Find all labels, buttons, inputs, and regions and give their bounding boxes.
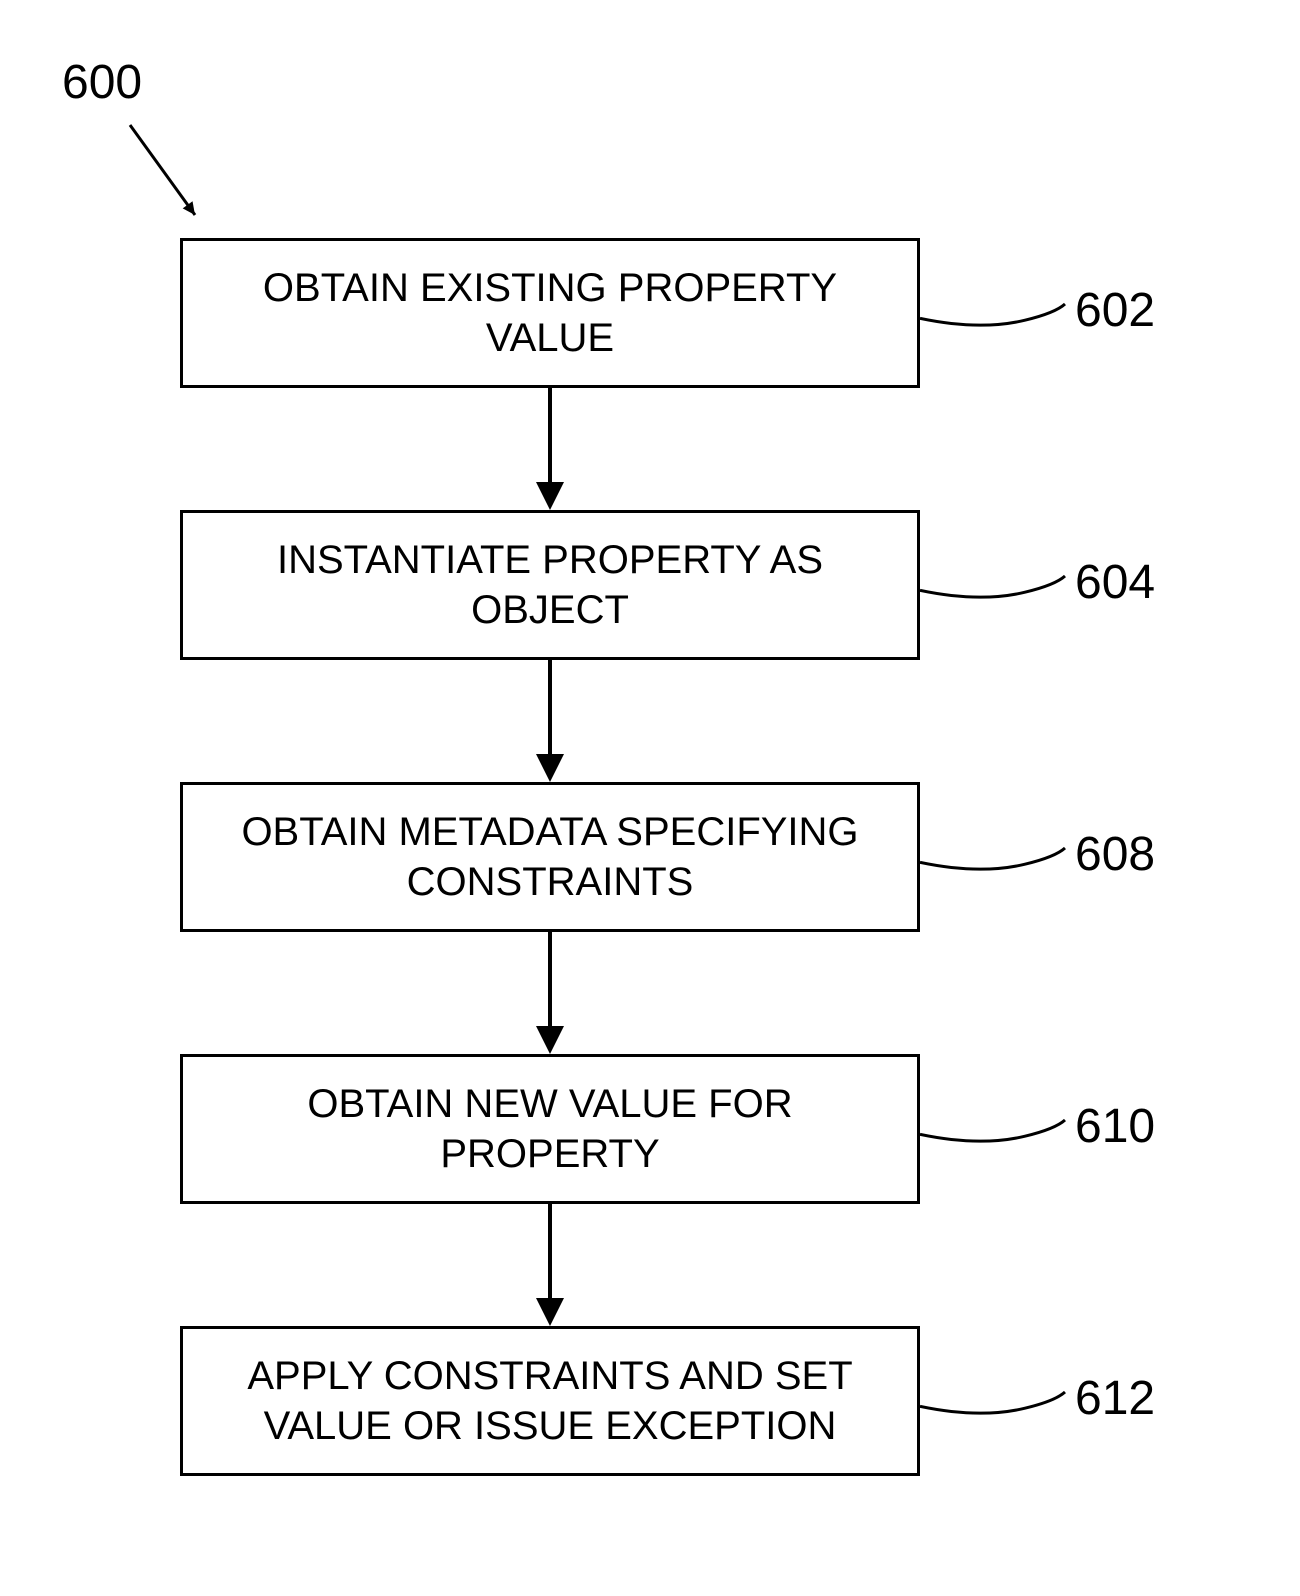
flow-arrow-1: [531, 660, 569, 782]
flow-step-608: OBTAIN METADATA SPECIFYING CONSTRAINTS: [180, 782, 920, 932]
flow-arrow-3: [531, 1204, 569, 1326]
flow-step-604: INSTANTIATE PROPERTY AS OBJECT: [180, 510, 920, 660]
figure-pointer-arrow: [110, 105, 215, 235]
leader-604: [920, 557, 1070, 613]
step-ref-602: 602: [1075, 283, 1155, 338]
leader-602: [920, 285, 1070, 341]
leader-608: [920, 829, 1070, 885]
leader-612: [920, 1373, 1070, 1429]
flow-arrow-0: [531, 388, 569, 510]
figure-number-label: 600: [62, 55, 142, 110]
step-ref-610: 610: [1075, 1099, 1155, 1154]
flow-step-602: OBTAIN EXISTING PROPERTY VALUE: [180, 238, 920, 388]
flow-step-612: APPLY CONSTRAINTS AND SET VALUE OR ISSUE…: [180, 1326, 920, 1476]
step-ref-612: 612: [1075, 1371, 1155, 1426]
flow-arrow-2: [531, 932, 569, 1054]
leader-610: [920, 1101, 1070, 1157]
step-ref-604: 604: [1075, 555, 1155, 610]
step-ref-608: 608: [1075, 827, 1155, 882]
flow-step-610: OBTAIN NEW VALUE FOR PROPERTY: [180, 1054, 920, 1204]
